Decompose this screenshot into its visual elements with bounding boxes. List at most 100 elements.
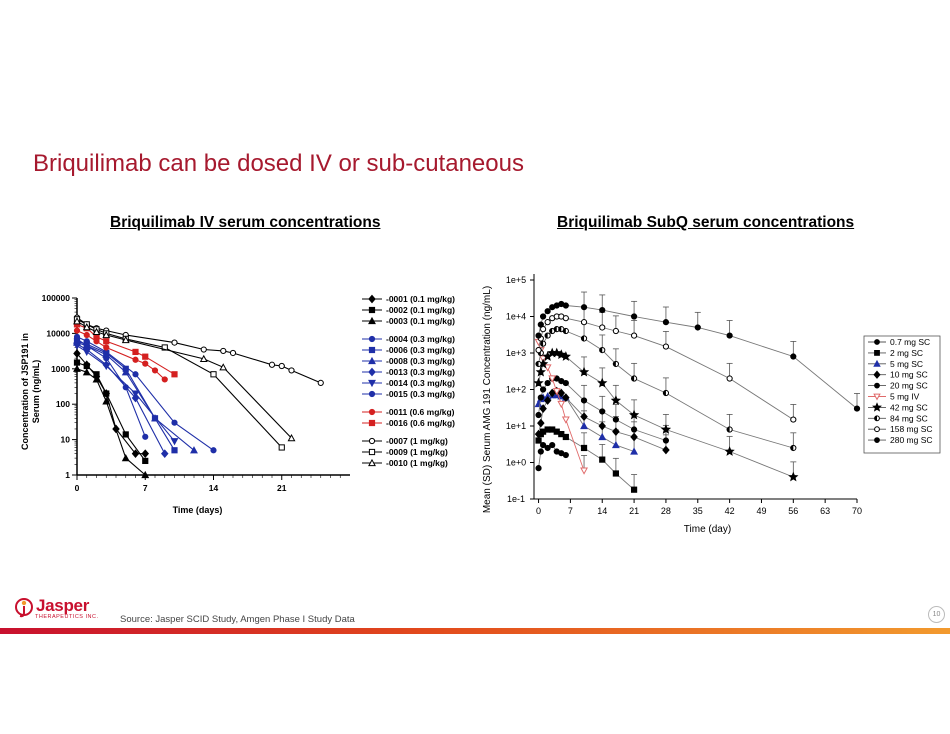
subq-x-axis-label: Time (day) bbox=[684, 524, 731, 534]
subq-legend-marker bbox=[873, 370, 881, 379]
subq-legend-label: 42 mg SC bbox=[890, 402, 928, 412]
subq-y-tick-label: 1e+4 bbox=[506, 312, 526, 322]
subq-data-point bbox=[599, 306, 606, 314]
subq-data-point bbox=[539, 313, 547, 320]
iv-data-point bbox=[92, 327, 101, 336]
subq-data-point bbox=[612, 427, 620, 437]
iv-data-point bbox=[102, 330, 111, 339]
iv-data-point bbox=[268, 361, 276, 368]
subq-data-point bbox=[562, 393, 570, 402]
subq-data-point bbox=[533, 377, 544, 388]
subq-data-point bbox=[630, 332, 638, 339]
subq-legend-marker bbox=[874, 415, 880, 422]
subq-data-point bbox=[790, 353, 797, 360]
subq-data-point bbox=[660, 424, 672, 434]
subq-data-point bbox=[630, 375, 638, 382]
iv-data-point bbox=[161, 376, 168, 383]
iv-legend-label: -0006 (0.3 mg/kg) bbox=[386, 345, 455, 355]
iv-data-point bbox=[142, 433, 149, 440]
subq-data-point bbox=[726, 375, 733, 382]
subq-legend-marker bbox=[874, 350, 880, 356]
subq-legend-label: 280 mg SC bbox=[890, 435, 933, 445]
subq-x-tick-label: 35 bbox=[693, 506, 703, 516]
subq-data-point bbox=[544, 379, 551, 387]
iv-data-point bbox=[278, 444, 285, 451]
subq-chart-heading: Briquilimab SubQ serum concentrations bbox=[557, 214, 855, 231]
source-note: Source: Jasper SCID Study, Amgen Phase I… bbox=[120, 614, 355, 625]
iv-data-point bbox=[102, 397, 111, 405]
iv-data-point bbox=[142, 360, 149, 367]
subq-x-tick-label: 70 bbox=[852, 506, 862, 516]
iv-data-point bbox=[288, 367, 295, 374]
subq-data-point bbox=[580, 319, 588, 326]
iv-legend-marker bbox=[368, 294, 376, 304]
subq-data-point bbox=[724, 446, 735, 456]
subq-data-point bbox=[539, 340, 547, 347]
subq-legend-marker bbox=[873, 359, 881, 367]
jasper-logo-mark-icon bbox=[15, 598, 33, 618]
subq-legend-label: 10 mg SC bbox=[890, 370, 928, 380]
subq-data-point bbox=[535, 360, 542, 368]
iv-data-point bbox=[121, 453, 130, 462]
subq-data-point bbox=[662, 389, 670, 397]
subq-x-tick-label: 14 bbox=[597, 506, 607, 516]
iv-legend-marker bbox=[368, 448, 376, 456]
iv-data-point bbox=[132, 356, 139, 363]
subq-data-point bbox=[535, 437, 542, 444]
iv-data-point bbox=[278, 362, 285, 370]
iv-data-point bbox=[171, 339, 178, 346]
subq-data-point bbox=[552, 388, 561, 396]
iv-data-point bbox=[82, 368, 91, 376]
iv-y-axis-label-line: Serum (ng/mL) bbox=[31, 360, 41, 424]
subq-legend-label: 0.7 mg SC bbox=[890, 337, 930, 347]
iv-legend-marker bbox=[368, 419, 376, 427]
iv-data-point bbox=[141, 449, 150, 459]
subq-x-tick-label: 42 bbox=[725, 506, 735, 516]
iv-data-point bbox=[219, 363, 228, 371]
iv-data-point bbox=[103, 390, 110, 397]
subq-x-tick-label: 0 bbox=[536, 506, 541, 516]
subq-data-point bbox=[539, 441, 547, 449]
subq-y-tick-label: 1e-1 bbox=[507, 494, 525, 504]
subq-data-point bbox=[580, 304, 588, 311]
iv-data-point bbox=[210, 447, 217, 454]
subq-data-point bbox=[599, 408, 606, 415]
subq-y-tick-label: 1e+5 bbox=[506, 275, 526, 285]
iv-legend-marker bbox=[368, 437, 376, 445]
subq-data-point bbox=[612, 416, 619, 423]
subq-data-point bbox=[599, 456, 606, 463]
iv-legend-label: -0009 (1 mg/kg) bbox=[386, 447, 448, 457]
subq-legend-label: 5 mg SC bbox=[890, 359, 923, 369]
subq-legend-label: 20 mg SC bbox=[890, 381, 928, 391]
iv-legend-marker bbox=[368, 390, 376, 398]
subq-data-point bbox=[598, 432, 607, 441]
subq-legend-label: 84 mg SC bbox=[890, 413, 928, 423]
subq-data-point bbox=[562, 315, 569, 322]
iv-x-axis-label: Time (days) bbox=[173, 505, 223, 515]
subq-data-point bbox=[561, 416, 570, 424]
iv-data-point bbox=[170, 438, 179, 446]
iv-legend-marker bbox=[368, 335, 376, 343]
iv-y-tick-label: 10000 bbox=[46, 328, 70, 338]
iv-legend-label: -0003 (0.1 mg/kg) bbox=[386, 316, 455, 326]
iv-legend-marker bbox=[368, 379, 376, 388]
iv-x-tick-label: 0 bbox=[75, 483, 80, 493]
subq-data-point bbox=[662, 445, 670, 455]
subq-legend-marker bbox=[874, 426, 880, 433]
subq-data-point bbox=[537, 394, 544, 401]
subq-data-point bbox=[726, 332, 733, 339]
iv-data-point bbox=[92, 375, 101, 383]
iv-data-point bbox=[73, 364, 81, 372]
iv-data-point bbox=[200, 346, 207, 353]
page-number: 10 bbox=[928, 606, 945, 623]
iv-data-point bbox=[73, 327, 81, 334]
subq-data-point bbox=[557, 400, 566, 409]
subq-data-point bbox=[544, 308, 551, 315]
subq-data-point bbox=[534, 429, 543, 439]
iv-y-tick-label: 100000 bbox=[42, 293, 71, 303]
iv-legend-label: -0002 (0.1 mg/kg) bbox=[386, 305, 455, 315]
iv-data-point bbox=[317, 379, 324, 386]
iv-data-point bbox=[287, 433, 296, 442]
subq-serum-chart: 1e-1 1e+0 1e+1 1e+2 1e+3 1e+4 1e+5 0 7 14 21 28 35 42… bbox=[482, 274, 941, 534]
iv-legend-marker bbox=[368, 356, 376, 365]
